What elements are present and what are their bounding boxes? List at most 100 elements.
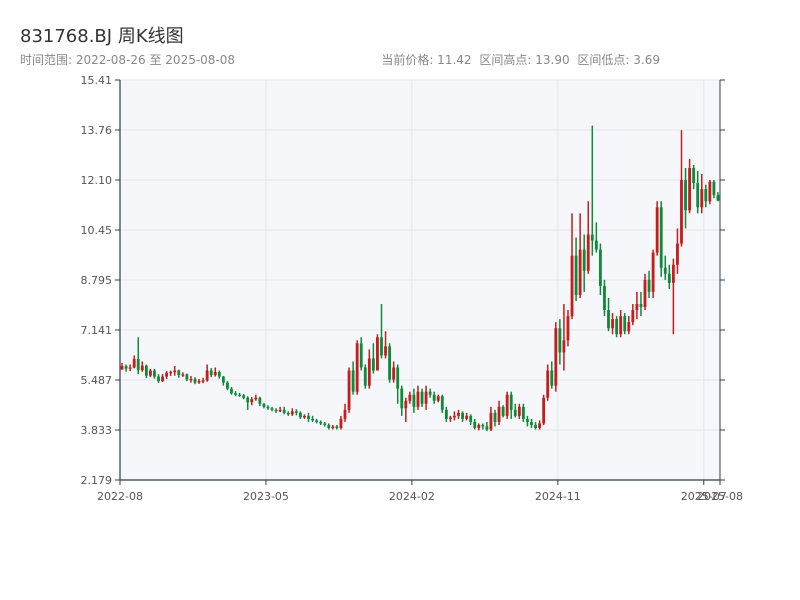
candle-body: [696, 183, 700, 208]
candle-body: [594, 240, 598, 250]
y-tick-label: 13.76: [81, 124, 113, 137]
candle-body: [521, 406, 525, 419]
candle-body: [623, 316, 627, 332]
candle-body: [420, 391, 424, 404]
candle-body: [444, 409, 448, 419]
candle-body: [351, 370, 355, 392]
candle-body: [177, 370, 181, 376]
candle-body: [347, 370, 351, 410]
y-tick-label: 5.487: [81, 374, 113, 387]
y-tick-label: 15.41: [81, 74, 113, 87]
candle-body: [238, 394, 242, 396]
candle-body: [173, 370, 177, 373]
candle-body: [692, 167, 696, 184]
candle-body: [428, 391, 432, 395]
candle-body: [676, 243, 679, 265]
candle-body: [384, 346, 387, 356]
candle-body: [144, 365, 148, 376]
candle-body: [392, 367, 396, 380]
candle-body: [193, 378, 197, 383]
candle-body: [307, 415, 310, 419]
candle-body: [615, 319, 619, 335]
candle-body: [501, 406, 505, 416]
candle-body: [619, 316, 623, 335]
candle-body: [278, 409, 282, 412]
candle-body: [493, 412, 497, 422]
date-range: 时间范围: 2022-08-26 至 2025-08-08: [20, 51, 235, 68]
candle-body: [558, 328, 562, 353]
candle-body: [651, 252, 655, 292]
candle-body: [574, 255, 578, 295]
candle-body: [254, 397, 258, 400]
candle-body: [708, 181, 712, 202]
candle-body: [416, 391, 420, 407]
candle-body: [124, 365, 128, 369]
candle-body: [590, 234, 594, 241]
chart-title: 831768.BJ 周K线图: [20, 26, 184, 47]
candle-body: [538, 423, 542, 428]
y-tick-label: 12.10: [81, 174, 113, 187]
candle-body: [294, 411, 298, 413]
candle-body: [335, 426, 339, 428]
candle-body: [319, 421, 323, 424]
y-tick-label: 2.179: [81, 474, 113, 487]
candle-body: [485, 426, 489, 430]
candle-body: [412, 394, 416, 407]
candle-body: [290, 411, 294, 415]
candle-body: [611, 319, 614, 329]
candle-body: [440, 396, 444, 410]
y-tick-label: 10.45: [81, 224, 113, 237]
candle-body: [376, 337, 379, 371]
candle-body: [404, 400, 408, 409]
candle-body: [578, 249, 582, 295]
candle-body: [136, 359, 140, 371]
candle-body: [209, 370, 213, 376]
candle-body: [424, 391, 428, 404]
candle-body: [230, 388, 233, 394]
x-tick-label: 2023-05: [243, 490, 289, 503]
candle-body: [388, 346, 392, 380]
candle-body: [688, 167, 692, 211]
candle-body: [128, 367, 132, 369]
candle-body: [315, 420, 319, 422]
candle-body: [586, 234, 590, 271]
candle-body: [282, 409, 286, 413]
candle-body: [217, 372, 221, 377]
candle-body: [562, 340, 566, 353]
candle-body: [716, 195, 720, 201]
date-range-start: 2022-08-26: [75, 53, 146, 67]
candle-body: [408, 394, 412, 401]
candle-body: [221, 376, 225, 383]
candle-body: [566, 316, 570, 341]
candle-body: [359, 343, 363, 368]
candle-body: [570, 255, 574, 317]
candle-body: [327, 424, 331, 428]
candle-body: [667, 273, 671, 283]
candle-body: [331, 426, 335, 428]
x-tick-label: 2024-02: [389, 490, 435, 503]
candle-body: [165, 372, 169, 377]
candle-body: [246, 397, 250, 403]
candle-body: [704, 189, 708, 202]
candle-body: [635, 304, 639, 311]
candle-body: [148, 370, 152, 376]
candle-body: [189, 378, 193, 381]
candle-body: [607, 310, 610, 329]
x-tick-label: 2025-07: [681, 490, 727, 503]
candle-body: [286, 412, 290, 415]
candle-body: [371, 358, 375, 371]
candle-body: [497, 406, 501, 422]
date-range-prefix: 时间范围:: [20, 53, 73, 67]
candle-body: [157, 376, 160, 382]
candle-body: [242, 395, 246, 398]
candle-body: [140, 365, 144, 371]
candle-body: [311, 418, 314, 421]
candle-body: [343, 409, 347, 419]
candle-body: [169, 372, 173, 374]
candle-body: [554, 328, 558, 386]
candle-body: [465, 415, 469, 419]
candle-body: [582, 249, 586, 271]
candle-body: [671, 264, 675, 283]
current-price: 当前价格: 11.42: [381, 53, 472, 67]
